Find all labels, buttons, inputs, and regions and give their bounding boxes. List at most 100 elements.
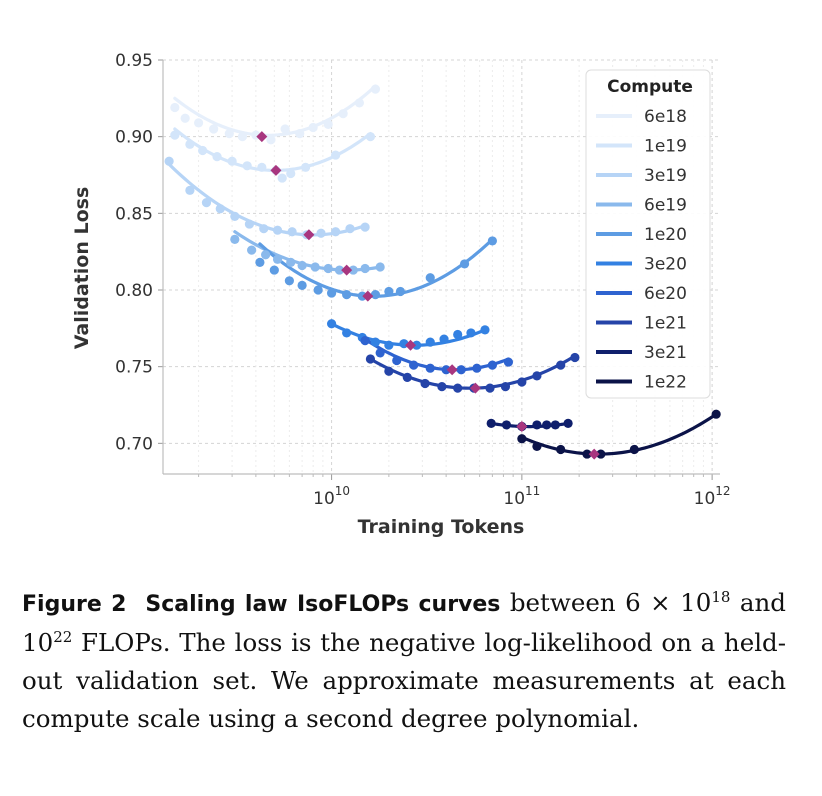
legend-label-3e21: 3e21 [644, 343, 687, 363]
data-point-6e18 [224, 129, 234, 139]
data-point-1e21 [556, 360, 566, 370]
minimum-marker-1e20 [362, 290, 374, 302]
x-tick-label: 1012 [694, 484, 731, 509]
legend-label-3e19: 3e19 [644, 166, 687, 186]
y-tick-label: 0.75 [115, 358, 153, 378]
x-tick-label: 1010 [313, 484, 350, 509]
data-point-6e20 [425, 363, 435, 373]
minimum-marker-3e20 [405, 339, 417, 351]
data-point-6e19 [375, 262, 385, 272]
data-point-3e19 [259, 224, 269, 234]
legend-label-6e20: 6e20 [644, 284, 687, 304]
legend-title: Compute [607, 77, 693, 97]
minimum-markers [256, 131, 600, 460]
legend-label-1e22: 1e22 [644, 373, 687, 393]
data-point-3e20 [326, 319, 337, 329]
data-point-6e18 [193, 118, 204, 128]
caption-sup-1: 18 [711, 587, 731, 606]
data-point-6e18 [295, 129, 305, 139]
minimum-marker-3e21 [516, 420, 528, 432]
data-point-1e19 [198, 145, 208, 156]
data-point-1e21 [485, 383, 495, 393]
data-point-3e20 [370, 337, 381, 347]
data-point-1e21 [532, 371, 542, 381]
data-point-3e20 [480, 325, 490, 335]
data-point-1e22 [596, 449, 606, 459]
data-point-3e21 [486, 418, 496, 428]
data-point-1e20 [487, 236, 497, 246]
data-point-6e19 [230, 234, 240, 244]
data-point-1e20 [313, 285, 323, 295]
data-point-6e19 [297, 260, 307, 271]
data-point-3e20 [425, 337, 435, 347]
legend-label-1e21: 1e21 [644, 314, 687, 334]
data-point-6e18 [180, 113, 190, 123]
data-point-3e19 [201, 198, 212, 208]
legend-label-3e20: 3e20 [644, 255, 687, 275]
data-point-1e21 [453, 383, 463, 393]
data-point-1e20 [384, 286, 394, 297]
data-point-1e21 [437, 382, 447, 392]
data-point-1e21 [365, 354, 376, 364]
legend-label-6e18: 6e18 [644, 107, 687, 127]
data-point-3e19 [360, 222, 370, 232]
minimum-marker-6e20 [446, 364, 458, 376]
data-point-6e18 [354, 98, 364, 108]
data-point-1e21 [420, 378, 430, 389]
data-point-1e20 [357, 291, 367, 301]
data-point-3e19 [164, 156, 174, 166]
data-point-3e21 [550, 420, 560, 430]
data-point-6e19 [334, 265, 345, 275]
data-point-1e19 [170, 130, 180, 140]
data-point-3e21 [542, 420, 552, 430]
data-point-6e18 [209, 124, 219, 134]
data-point-1e21 [570, 352, 580, 363]
data-point-6e20 [360, 336, 370, 346]
data-point-3e21 [563, 418, 573, 428]
data-point-6e20 [472, 363, 482, 373]
y-axis-title: Validation Loss [71, 187, 93, 350]
data-point-6e20 [409, 360, 419, 370]
data-point-1e20 [269, 265, 279, 275]
data-point-3e19 [331, 227, 341, 237]
data-point-3e19 [244, 219, 255, 229]
data-point-6e19 [360, 263, 370, 274]
chart: 0.70 0.75 0.80 0.85 0.90 0.95 1010 1011 1012 Tra… [71, 51, 731, 538]
data-point-6e19 [247, 245, 257, 255]
data-point-1e20 [425, 273, 435, 283]
minimum-marker-1e19 [270, 164, 282, 176]
data-point-6e19 [286, 257, 296, 267]
data-point-1e19 [212, 152, 222, 162]
data-point-6e20 [375, 348, 385, 358]
caption-label: Figure 2 [22, 592, 127, 617]
data-point-3e20 [466, 328, 476, 338]
figure-caption: Figure 2 Scaling law IsoFLOPs curves bet… [22, 584, 786, 738]
x-tick-label: 1011 [503, 484, 540, 509]
minimum-marker-6e18 [256, 131, 268, 143]
data-point-6e20 [503, 357, 514, 367]
data-point-1e19 [227, 156, 237, 166]
data-point-1e20 [297, 280, 307, 290]
x-axis-title: Training Tokens [358, 516, 525, 538]
data-point-1e19 [242, 161, 252, 171]
data-point-3e20 [412, 340, 422, 350]
data-point-3e20 [439, 334, 449, 344]
data-point-1e22 [582, 449, 592, 459]
legend-label-6e19: 6e19 [644, 196, 687, 216]
data-point-6e20 [392, 355, 402, 366]
legend-box [585, 69, 711, 399]
data-point-3e21 [532, 420, 542, 430]
data-point-3e19 [230, 211, 240, 221]
data-point-1e19 [331, 150, 341, 160]
data-point-1e22 [711, 409, 721, 419]
caption-text-2: and 10 [22, 588, 786, 657]
data-point-1e20 [326, 288, 337, 298]
data-point-3e20 [342, 328, 352, 338]
data-point-3e20 [453, 329, 463, 340]
fit-curve-3e19 [167, 162, 367, 237]
data-point-3e19 [185, 185, 195, 195]
data-point-1e19 [185, 139, 195, 149]
data-point-3e20 [384, 340, 394, 350]
y-tick-label: 0.80 [115, 281, 153, 301]
data-point-1e21 [384, 366, 394, 376]
